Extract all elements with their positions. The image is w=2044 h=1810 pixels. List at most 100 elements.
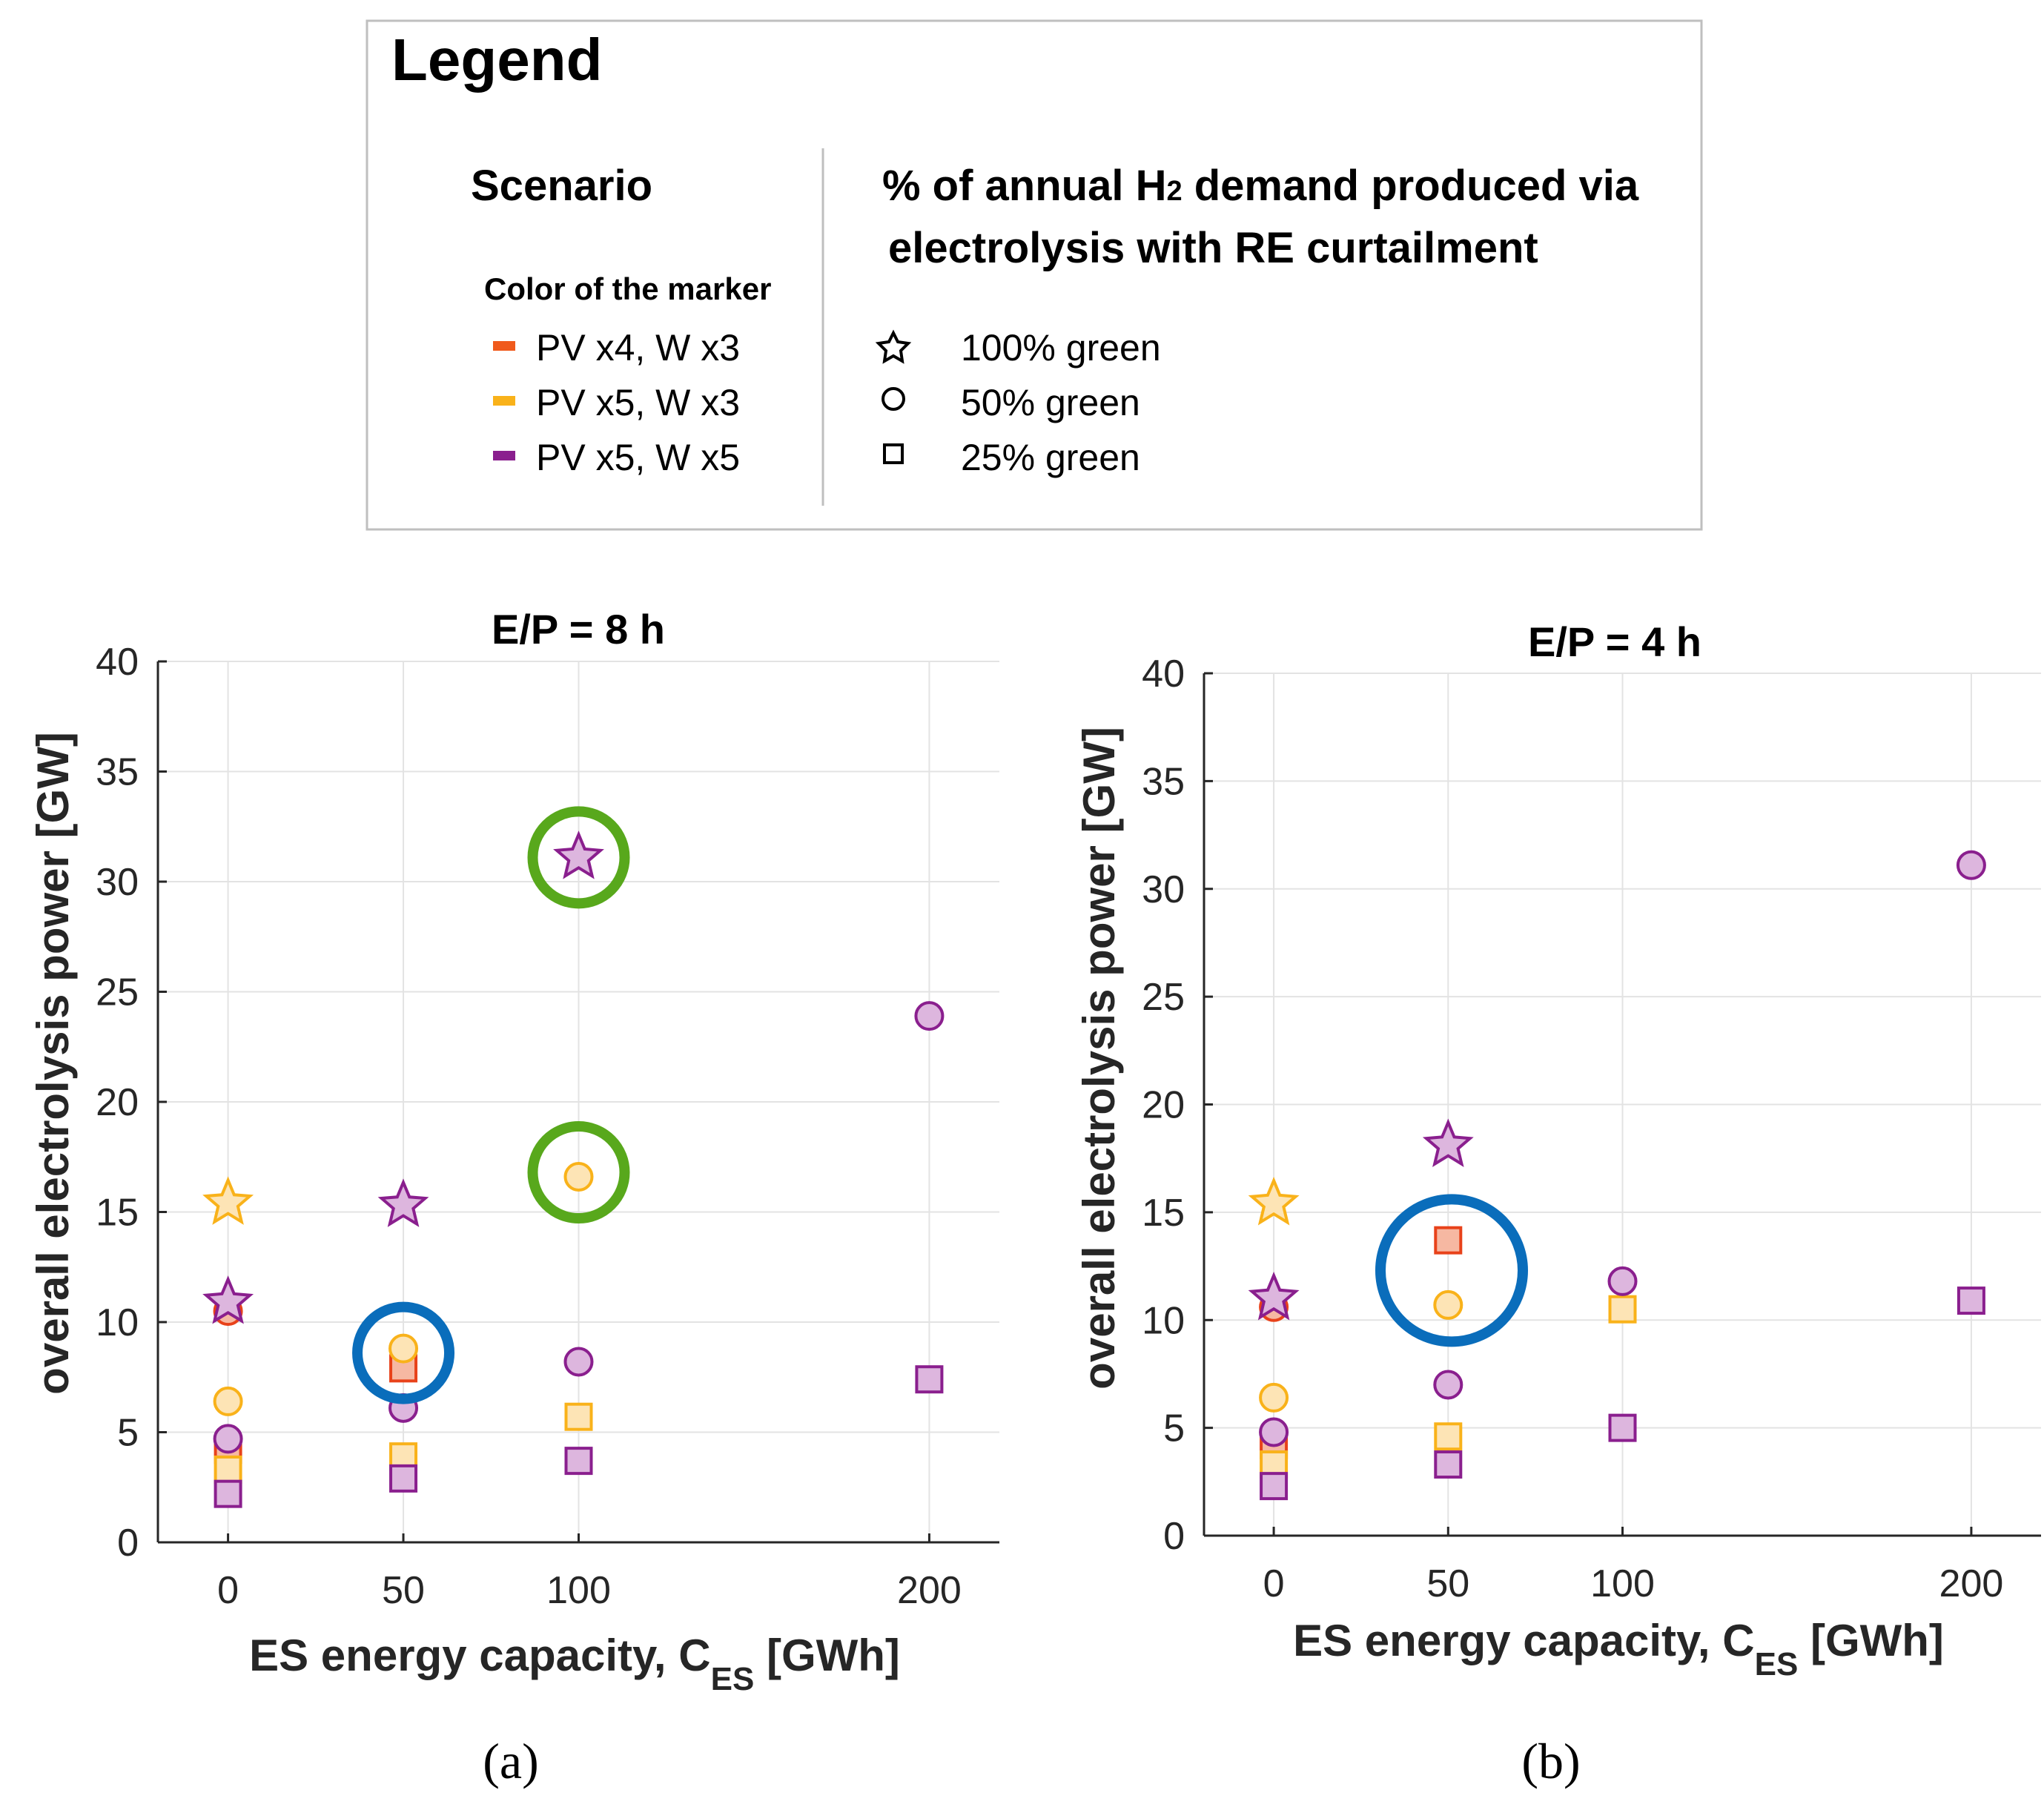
x-tick-label: 200 <box>1939 1562 2004 1605</box>
data-point-circle <box>213 1424 243 1454</box>
legend-scenario-heading: Scenario <box>471 162 652 210</box>
data-point-circle <box>388 1333 419 1364</box>
data-point-square <box>1608 1295 1637 1324</box>
y-tick-label: 30 <box>96 861 139 904</box>
panel-b: E/P = 4 h 0 5 10 15 20 25 30 35 40 0 50 100 200 over… <box>1074 618 2041 1789</box>
legend-marker-label-1: 100% green <box>961 327 1161 369</box>
panel-a-xlabel: ES energy capacity, CES [GWh] <box>249 1631 900 1697</box>
legend-frame <box>366 19 1703 531</box>
legend-share-heading-line1: % of annual H2 demand produced via <box>882 162 1639 210</box>
data-point-square <box>1434 1226 1463 1255</box>
data-point-square <box>564 1402 593 1431</box>
legend-scenario-label-1: PV x4, W x3 <box>536 327 740 369</box>
data-point-circle <box>563 1161 594 1192</box>
legend-color-heading: Color of the marker <box>484 271 771 306</box>
y-tick-label: 30 <box>1142 868 1185 911</box>
data-point-star <box>377 1178 429 1227</box>
x-tick-label: 50 <box>382 1569 425 1612</box>
data-point-star <box>202 1275 254 1324</box>
y-tick-label: 10 <box>96 1301 139 1344</box>
x-tick-label: 0 <box>1263 1562 1285 1605</box>
panel-b-marks <box>1248 850 1986 1501</box>
legend-scenario-label-3: PV x5, W x5 <box>536 437 740 478</box>
panel-a-highlights <box>352 806 630 1404</box>
data-point-star <box>1248 1272 1300 1321</box>
data-point-square <box>1434 1450 1463 1479</box>
panel-a-caption: (a) <box>483 1733 538 1789</box>
data-point-circle <box>1607 1266 1638 1296</box>
data-point-circle <box>1433 1289 1463 1320</box>
y-tick-label: 5 <box>117 1412 139 1455</box>
panel-a: E/P = 8 h 0 5 10 15 20 25 30 35 40 0 50 100 200 over… <box>28 606 999 1789</box>
data-point-circle <box>1956 850 1986 880</box>
data-point-star <box>202 1176 254 1225</box>
legend-swatch-pv5w3 <box>493 396 515 406</box>
legend-title: Legend <box>391 27 602 93</box>
legend-marker-label-3: 25% green <box>961 437 1140 478</box>
highlight-ring <box>527 1121 630 1224</box>
legend-swatch-pv5w5 <box>493 451 515 460</box>
data-point-circle <box>1259 1382 1289 1413</box>
data-point-star <box>1422 1118 1474 1168</box>
panel-b-axes <box>1203 672 2041 1537</box>
legend: Legend Scenario Color of the marker PV x… <box>366 19 1703 531</box>
legend-star-icon <box>875 329 912 364</box>
panel-b-ylabel: overall electrolysis power [GW] <box>1074 727 1124 1390</box>
legend-scenario-label-2: PV x5, W x3 <box>536 382 740 423</box>
legend-marker-label-2: 50% green <box>961 382 1140 423</box>
data-point-circle <box>1259 1417 1289 1447</box>
y-tick-label: 20 <box>1142 1084 1185 1127</box>
data-point-square <box>1957 1287 1985 1315</box>
x-tick-label: 50 <box>1426 1562 1469 1605</box>
legend-share-heading-line2: electrolysis with RE curtailment <box>888 224 1538 272</box>
data-point-square <box>564 1447 593 1476</box>
y-tick-label: 20 <box>96 1081 139 1124</box>
circle-icon <box>882 387 905 411</box>
panel-b-title: E/P = 4 h <box>1528 618 1701 665</box>
y-tick-label: 40 <box>1142 653 1185 696</box>
y-tick-label: 10 <box>1142 1299 1185 1342</box>
data-point-square <box>214 1455 242 1484</box>
y-tick-label: 25 <box>1142 976 1185 1019</box>
panel-a-tick-labels: 0 5 10 15 20 25 30 35 40 0 50 100 200 <box>96 641 962 1612</box>
data-point-star <box>553 830 604 879</box>
data-point-star <box>1248 1176 1300 1226</box>
data-point-square <box>1260 1472 1289 1501</box>
y-tick-label: 40 <box>96 641 139 684</box>
panel-a-axes <box>156 660 999 1544</box>
x-tick-label: 200 <box>897 1569 962 1612</box>
panel-b-grid <box>1204 673 2041 1536</box>
legend-swatch-pv4w3 <box>493 341 515 351</box>
y-tick-label: 0 <box>1163 1515 1185 1558</box>
highlight-ring <box>527 806 630 909</box>
data-point-circle <box>213 1386 243 1416</box>
panel-b-tick-labels: 0 5 10 15 20 25 30 35 40 0 50 100 200 <box>1142 653 2003 1605</box>
highlight-ring <box>352 1301 455 1404</box>
panel-a-title: E/P = 8 h <box>492 606 665 653</box>
x-tick-label: 100 <box>1590 1562 1655 1605</box>
y-tick-label: 5 <box>1163 1407 1185 1450</box>
data-point-circle <box>1433 1370 1463 1400</box>
highlight-ring <box>1375 1194 1528 1347</box>
panel-a-ylabel: overall electrolysis power [GW] <box>28 732 78 1395</box>
panel-a-marks <box>202 830 945 1508</box>
square-icon <box>883 443 904 464</box>
panel-b-xlabel: ES energy capacity, CES [GWh] <box>1293 1616 1944 1682</box>
y-tick-label: 25 <box>96 971 139 1014</box>
y-tick-label: 35 <box>1142 760 1185 803</box>
data-point-circle <box>563 1347 594 1377</box>
data-point-square <box>1434 1422 1463 1451</box>
y-tick-label: 0 <box>117 1522 139 1565</box>
star-icon <box>875 329 912 364</box>
x-tick-label: 100 <box>546 1569 611 1612</box>
panel-b-caption: (b) <box>1521 1733 1580 1789</box>
data-point-square <box>1608 1413 1637 1442</box>
y-tick-label: 15 <box>96 1192 139 1235</box>
y-tick-label: 35 <box>96 751 139 794</box>
data-point-circle <box>914 1001 945 1031</box>
panel-b-highlights <box>1375 1194 1528 1347</box>
data-point-square <box>214 1479 242 1508</box>
data-point-square <box>915 1365 944 1394</box>
data-point-square <box>389 1464 418 1493</box>
